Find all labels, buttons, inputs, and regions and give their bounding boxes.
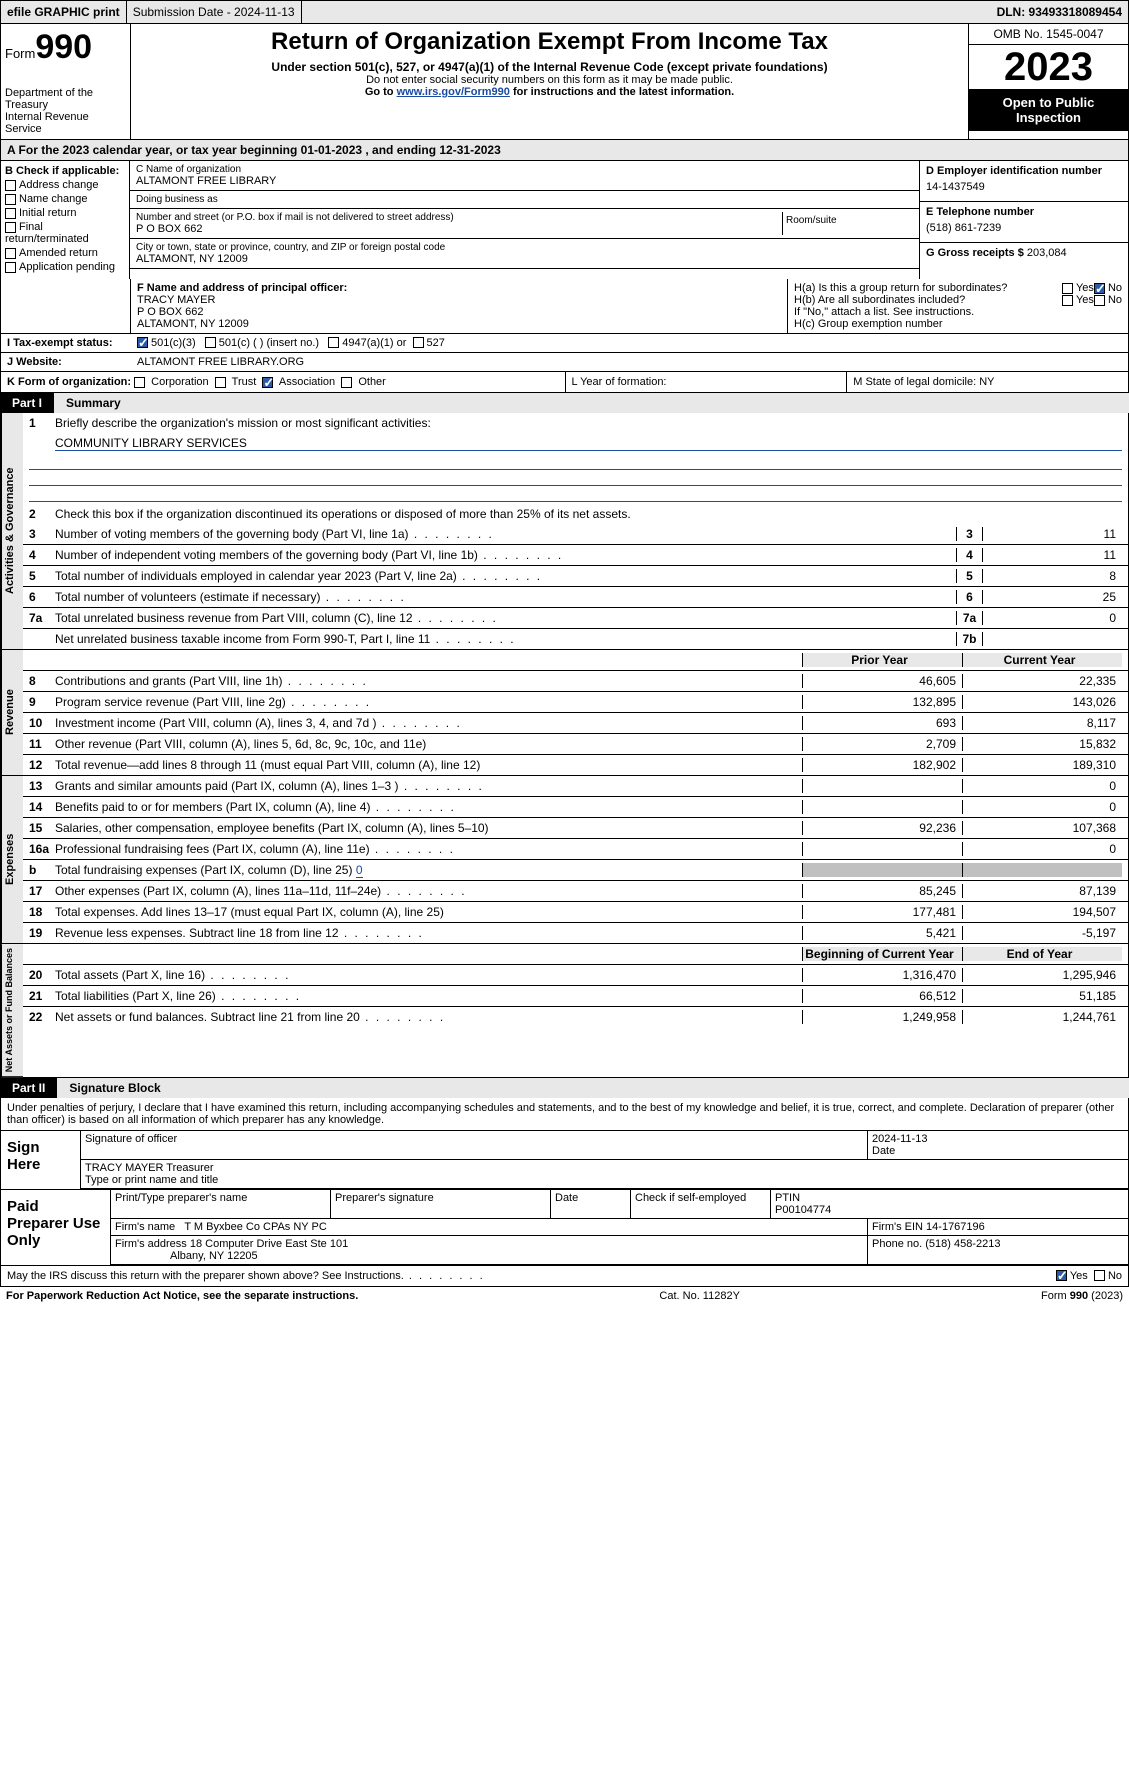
ssn-note: Do not enter social security numbers on … (139, 74, 960, 86)
firm-ein: 14-1767196 (926, 1221, 985, 1233)
part2-header: Part IISignature Block (0, 1078, 1129, 1098)
row-i: I Tax-exempt status: 501(c)(3) 501(c) ( … (0, 334, 1129, 353)
box-c: C Name of organizationALTAMONT FREE LIBR… (130, 161, 919, 279)
irs-link[interactable]: www.irs.gov/Form990 (397, 86, 510, 98)
vtab-expenses: Expenses (1, 776, 23, 944)
gross-receipts: 203,084 (1027, 247, 1067, 259)
chk-pending[interactable]: Application pending (5, 261, 125, 273)
penalty-statement: Under penalties of perjury, I declare th… (0, 1098, 1129, 1131)
telephone: (518) 861-7239 (926, 218, 1122, 238)
row-fh: F Name and address of principal officer:… (0, 279, 1129, 334)
activities-governance: Activities & Governance 1Briefly describ… (0, 413, 1129, 650)
box-b: B Check if applicable: Address change Na… (0, 161, 130, 279)
org-city: ALTAMONT, NY 12009 (136, 253, 913, 265)
revenue-section: Revenue Prior YearCurrent Year 8Contribu… (0, 650, 1129, 776)
vtab-revenue: Revenue (1, 650, 23, 776)
row-j: J Website: ALTAMONT FREE LIBRARY.ORG (0, 353, 1129, 372)
paid-preparer-block: Paid Preparer Use Only Print/Type prepar… (0, 1190, 1129, 1266)
info-grid: B Check if applicable: Address change Na… (0, 161, 1129, 279)
firm-name: T M Byxbee Co CPAs NY PC (184, 1221, 326, 1233)
chk-address[interactable]: Address change (5, 179, 125, 191)
chk-final[interactable]: Final return/terminated (5, 221, 125, 245)
chk-501c3 (137, 337, 148, 348)
net-assets-section: Net Assets or Fund Balances Beginning of… (0, 944, 1129, 1078)
dept-treasury: Department of the Treasury (5, 87, 126, 111)
ein: 14-1437549 (926, 177, 1122, 197)
dln: DLN: 93493318089454 (991, 1, 1128, 23)
ptin: P00104774 (775, 1204, 1124, 1216)
row-a-tax-year: A For the 2023 calendar year, or tax yea… (0, 140, 1129, 161)
tax-year: 2023 (969, 45, 1128, 89)
vtab-ag: Activities & Governance (1, 413, 23, 650)
mission: COMMUNITY LIBRARY SERVICES (55, 436, 1122, 451)
top-bar: efile GRAPHIC print Submission Date - 20… (0, 0, 1129, 24)
officer-name: TRACY MAYER Treasurer (85, 1162, 1124, 1174)
ha-no-checked (1094, 283, 1105, 294)
website: ALTAMONT FREE LIBRARY.ORG (137, 356, 304, 368)
sign-here-label: Sign Here (1, 1131, 81, 1189)
sign-here-block: Sign Here Signature of officer 2024-11-1… (0, 1131, 1129, 1190)
expenses-section: Expenses 13Grants and similar amounts pa… (0, 776, 1129, 944)
page-footer: For Paperwork Reduction Act Notice, see … (0, 1287, 1129, 1305)
form-subtitle: Under section 501(c), 527, or 4947(a)(1)… (139, 60, 960, 74)
open-inspection: Open to Public Inspection (969, 89, 1128, 131)
discuss-row: May the IRS discuss this return with the… (0, 1266, 1129, 1287)
chk-association (262, 377, 273, 388)
discuss-yes-checked (1056, 1270, 1067, 1281)
box-f: F Name and address of principal officer:… (131, 279, 788, 333)
firm-phone: (518) 458-2213 (925, 1238, 1000, 1250)
goto-note: Go to www.irs.gov/Form990 for instructio… (139, 86, 960, 98)
org-street: P O BOX 662 (136, 223, 782, 235)
chk-amended[interactable]: Amended return (5, 247, 125, 259)
vtab-net-assets: Net Assets or Fund Balances (1, 944, 23, 1077)
chk-initial[interactable]: Initial return (5, 207, 125, 219)
efile-label: efile GRAPHIC print (1, 1, 127, 23)
part1-header: Part ISummary (0, 393, 1129, 413)
irs-label: Internal Revenue Service (5, 111, 126, 135)
chk-name[interactable]: Name change (5, 193, 125, 205)
submission-date: Submission Date - 2024-11-13 (127, 1, 302, 23)
org-name: ALTAMONT FREE LIBRARY (136, 175, 913, 187)
form-title: Return of Organization Exempt From Incom… (139, 28, 960, 56)
box-deg: D Employer identification number14-14375… (919, 161, 1129, 279)
row-klm: K Form of organization: Corporation Trus… (0, 372, 1129, 393)
box-h: H(a) Is this a group return for subordin… (788, 279, 1128, 333)
form-header: Form990 Department of the Treasury Inter… (0, 24, 1129, 140)
omb-number: OMB No. 1545-0047 (969, 24, 1128, 45)
form-number: Form990 (5, 28, 126, 67)
paid-preparer-label: Paid Preparer Use Only (1, 1190, 111, 1265)
